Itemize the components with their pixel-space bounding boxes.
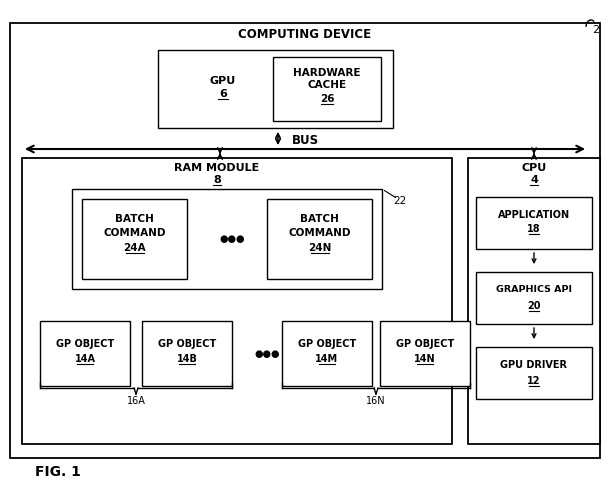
Bar bbox=[40, 321, 130, 386]
Text: 8: 8 bbox=[213, 175, 221, 185]
Text: 2: 2 bbox=[592, 25, 599, 35]
Bar bbox=[468, 158, 600, 444]
Text: 16A: 16A bbox=[126, 396, 145, 406]
Text: 4: 4 bbox=[530, 175, 538, 185]
Text: GP OBJECT: GP OBJECT bbox=[158, 339, 216, 349]
Text: 14M: 14M bbox=[315, 354, 338, 364]
Bar bbox=[380, 321, 470, 386]
Text: 24N: 24N bbox=[308, 243, 331, 253]
Bar bbox=[142, 321, 232, 386]
Text: COMPUTING DEVICE: COMPUTING DEVICE bbox=[238, 29, 371, 41]
Text: CACHE: CACHE bbox=[307, 80, 346, 90]
Bar bbox=[22, 158, 452, 444]
Text: 20: 20 bbox=[527, 301, 541, 311]
Text: ●●●: ●●● bbox=[219, 234, 245, 244]
Text: BATCH: BATCH bbox=[115, 214, 154, 224]
Text: GRAPHICS API: GRAPHICS API bbox=[496, 285, 572, 295]
Text: BATCH: BATCH bbox=[300, 214, 339, 224]
Text: ●●●: ●●● bbox=[254, 348, 280, 359]
Text: FIG. 1: FIG. 1 bbox=[35, 465, 81, 479]
Text: 18: 18 bbox=[527, 224, 541, 234]
Text: HARDWARE: HARDWARE bbox=[293, 68, 360, 78]
Text: 24A: 24A bbox=[123, 243, 146, 253]
Text: GP OBJECT: GP OBJECT bbox=[298, 339, 356, 349]
Text: GPU: GPU bbox=[210, 76, 236, 86]
Bar bbox=[267, 199, 372, 279]
Bar bbox=[72, 189, 382, 289]
Text: GPU DRIVER: GPU DRIVER bbox=[500, 360, 568, 370]
Bar bbox=[10, 23, 600, 458]
Text: 26: 26 bbox=[320, 94, 334, 104]
Text: GP OBJECT: GP OBJECT bbox=[396, 339, 454, 349]
Text: APPLICATION: APPLICATION bbox=[498, 210, 570, 220]
Text: 14A: 14A bbox=[75, 354, 95, 364]
Text: 22: 22 bbox=[393, 196, 407, 206]
Bar bbox=[158, 50, 393, 128]
Text: GP OBJECT: GP OBJECT bbox=[56, 339, 114, 349]
Text: 12: 12 bbox=[527, 376, 541, 386]
Text: 14B: 14B bbox=[177, 354, 197, 364]
Text: CPU: CPU bbox=[521, 163, 547, 173]
Bar bbox=[273, 57, 381, 121]
Text: COMMAND: COMMAND bbox=[103, 228, 166, 238]
Bar bbox=[82, 199, 187, 279]
Bar bbox=[476, 272, 592, 324]
Text: RAM MODULE: RAM MODULE bbox=[174, 163, 260, 173]
Bar bbox=[476, 347, 592, 399]
Text: 16N: 16N bbox=[366, 396, 386, 406]
Text: 6: 6 bbox=[219, 89, 227, 99]
Text: COMMAND: COMMAND bbox=[288, 228, 351, 238]
Text: 14N: 14N bbox=[414, 354, 436, 364]
Text: BUS: BUS bbox=[291, 134, 318, 146]
Bar bbox=[476, 197, 592, 249]
Bar bbox=[282, 321, 372, 386]
